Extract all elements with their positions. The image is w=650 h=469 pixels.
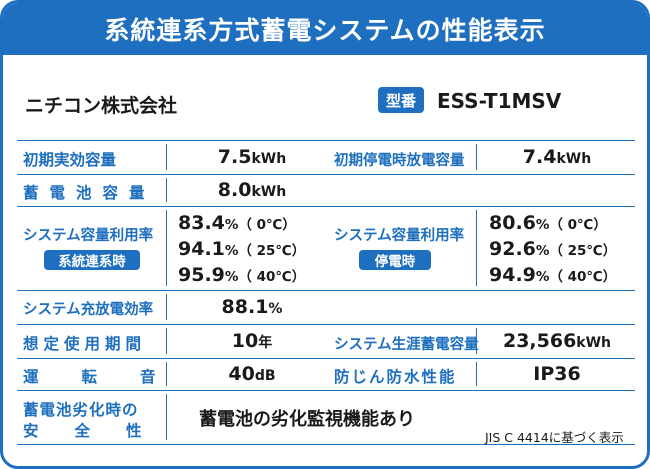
value-number: 40 bbox=[228, 363, 255, 385]
rate-value: 83.4 bbox=[178, 212, 225, 234]
initial-capacity-value: 7.5kWh bbox=[167, 146, 337, 168]
value-number: 7.4 bbox=[522, 146, 557, 168]
utilization-outage-row: 92.6%（ 25℃） bbox=[489, 238, 616, 260]
charge-efficiency-label: システム充放電効率 bbox=[23, 302, 154, 318]
expected-life-value: 10年 bbox=[167, 330, 337, 352]
footnote: JIS C 4414に基づく表示 bbox=[485, 430, 624, 445]
rate-value: 92.6 bbox=[489, 238, 536, 260]
divider bbox=[17, 324, 635, 325]
utilization-outage-row: 94.9%（ 40℃） bbox=[489, 264, 616, 286]
rate-temperature: （ 25℃） bbox=[238, 243, 306, 259]
rate-temperature: （ 0℃） bbox=[238, 217, 296, 233]
value-unit: kWh bbox=[251, 151, 287, 167]
utilization-grid-label: システム容量利用率 bbox=[23, 228, 154, 244]
rate-value: 95.9 bbox=[178, 264, 225, 286]
divider bbox=[166, 294, 167, 320]
divider bbox=[17, 358, 635, 359]
value-unit: kWh bbox=[251, 184, 287, 200]
degradation-safety-value: 蓄電池の劣化監視機能あり bbox=[199, 409, 415, 430]
rate-value: 80.6 bbox=[489, 212, 536, 234]
rate-unit: % bbox=[535, 269, 550, 285]
utilization-grid-row: 94.1%（ 25℃） bbox=[178, 238, 305, 260]
value-number: 8.0 bbox=[217, 179, 252, 201]
battery-capacity-label: 蓄電池容量 bbox=[23, 184, 156, 202]
value-unit: 年 bbox=[258, 335, 273, 351]
divider bbox=[166, 328, 167, 354]
noise-value: 40dB bbox=[167, 363, 337, 385]
divider bbox=[166, 394, 167, 440]
divider bbox=[476, 144, 477, 170]
divider bbox=[17, 290, 635, 291]
value-number: 7.5 bbox=[217, 146, 252, 168]
rate-value: 94.1 bbox=[178, 238, 225, 260]
charge-efficiency-value: 88.1% bbox=[167, 296, 337, 318]
divider bbox=[166, 178, 167, 202]
grid-connected-badge: 系統連系時 bbox=[44, 250, 140, 270]
initial-capacity-label: 初期実効容量 bbox=[23, 148, 155, 170]
water-proof-value: IP36 bbox=[533, 363, 581, 385]
model-badge: 型番 bbox=[378, 87, 425, 113]
lifetime-storage-label: システム生涯蓄電容量 bbox=[334, 337, 479, 353]
degradation-safety-label-line2: 安全性 bbox=[23, 422, 178, 440]
rate-unit: % bbox=[224, 217, 239, 233]
divider bbox=[476, 328, 477, 354]
divider bbox=[476, 362, 477, 386]
value-number: 10 bbox=[231, 330, 259, 352]
model-number: ESS-T1MSV bbox=[437, 89, 562, 113]
value-unit: % bbox=[268, 301, 283, 317]
divider bbox=[166, 210, 167, 286]
divider bbox=[476, 210, 477, 286]
divider bbox=[17, 390, 635, 391]
rate-unit: % bbox=[224, 269, 239, 285]
value-unit: kWh bbox=[576, 335, 612, 351]
water-proof-label: 防じん防水性能 bbox=[334, 368, 457, 386]
page-title: 系統連系方式蓄電システムの性能表示 bbox=[3, 3, 647, 55]
rate-unit: % bbox=[535, 217, 550, 233]
expected-life-label: 想定使用期間 bbox=[23, 335, 147, 353]
divider bbox=[17, 140, 635, 141]
value-number: 23,566 bbox=[502, 330, 577, 352]
rate-temperature: （ 0℃） bbox=[549, 217, 607, 233]
divider bbox=[17, 206, 635, 207]
initial-outage-capacity-value: 7.4kWh bbox=[477, 146, 637, 168]
rate-value: 94.9 bbox=[489, 264, 536, 286]
utilization-outage-row: 80.6%（ 0℃） bbox=[489, 212, 607, 234]
battery-capacity-value: 8.0kWh bbox=[167, 179, 337, 201]
label-text: 初期実効容量 bbox=[23, 151, 117, 169]
value-unit: kWh bbox=[556, 151, 592, 167]
utilization-outage-label: システム容量利用率 bbox=[334, 228, 465, 244]
outage-badge: 停電時 bbox=[359, 250, 431, 270]
noise-label: 運転音 bbox=[23, 368, 199, 386]
divider bbox=[166, 144, 167, 170]
company-name: ニチコン株式会社 bbox=[25, 95, 178, 117]
rate-temperature: （ 25℃） bbox=[549, 243, 617, 259]
rate-temperature: （ 40℃） bbox=[238, 269, 306, 285]
divider bbox=[166, 362, 167, 386]
utilization-grid-row: 95.9%（ 40℃） bbox=[178, 264, 305, 286]
value-number: 88.1 bbox=[221, 296, 269, 318]
value-unit: dB bbox=[254, 368, 276, 384]
degradation-safety-label-line1: 蓄電池劣化時の bbox=[23, 401, 139, 419]
rate-unit: % bbox=[535, 243, 550, 259]
lifetime-storage-value: 23,566kWh bbox=[477, 330, 637, 352]
rate-temperature: （ 40℃） bbox=[549, 269, 617, 285]
divider bbox=[17, 444, 635, 445]
rate-unit: % bbox=[224, 243, 239, 259]
initial-outage-capacity-label: 初期停電時放電容量 bbox=[334, 153, 465, 169]
utilization-grid-row: 83.4%（ 0℃） bbox=[178, 212, 296, 234]
divider bbox=[17, 174, 635, 175]
